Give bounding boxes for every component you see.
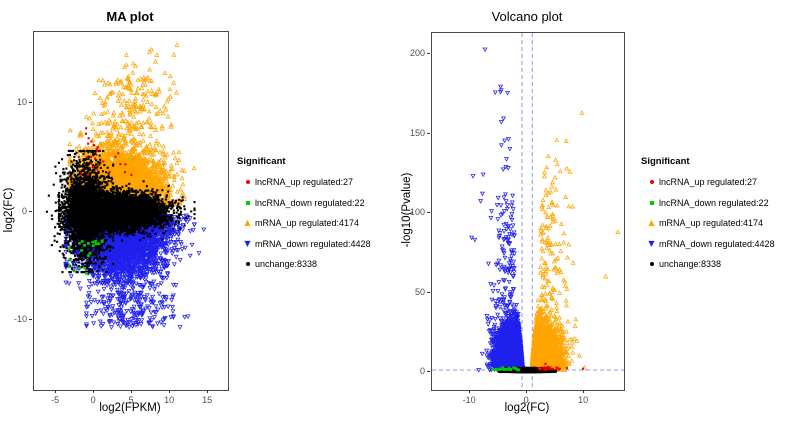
x-tick-mark	[93, 390, 95, 393]
legend-item: unchange:8338	[646, 254, 721, 274]
legend-marker-triangle: ▲	[648, 218, 655, 227]
y-tick-mark	[427, 212, 430, 214]
volcano-plot-title: Volcano plot	[491, 9, 563, 24]
volcano-plot-panel	[431, 32, 625, 391]
legend-item: lncRNA_down regulated:22	[242, 193, 365, 213]
ma-plot-panel	[33, 31, 229, 391]
legend-item: ▲ mRNA_up regulated:4174	[646, 213, 763, 233]
y-tick-mark	[29, 210, 32, 212]
x-tick-label: 10	[164, 395, 175, 405]
legend-marker-square	[649, 200, 654, 205]
legend-marker-square	[245, 200, 250, 205]
x-tick-mark	[469, 390, 471, 393]
legend-item-label: mRNA_down regulated:4428	[659, 238, 775, 249]
legend-item: ▲ mRNA_up regulated:4174	[242, 213, 359, 233]
y-tick-label: 100	[409, 207, 425, 218]
x-tick-mark	[583, 390, 585, 393]
x-tick-mark	[207, 390, 209, 393]
x-tick-mark	[169, 390, 171, 393]
legend-item-label: lncRNA_down regulated:22	[659, 197, 769, 208]
square-icon	[242, 200, 253, 205]
legend-item-label: mRNA_up regulated:4174	[659, 218, 764, 228]
legend-marker-dot	[245, 262, 250, 266]
ma-legend-title: Significant	[237, 156, 286, 167]
x-tick-label: -5	[51, 395, 60, 405]
legend-item: unchange:8338	[242, 254, 317, 274]
circle-icon	[646, 262, 657, 266]
x-tick-mark	[55, 390, 57, 393]
legend-item-label: lncRNA_up regulated:27	[659, 177, 758, 187]
y-tick-label: 150	[409, 127, 425, 138]
y-tick-mark	[427, 132, 430, 134]
volcano-legend-title: Significant	[641, 156, 690, 167]
legend-item: lncRNA_up regulated:27	[242, 172, 353, 192]
x-tick-label: 5	[128, 395, 134, 405]
legend-item: ▼ mRNA_down regulated:4428	[646, 234, 775, 254]
legend-marker-dot	[245, 180, 250, 184]
volcano-scatter-canvas	[432, 33, 624, 390]
y-tick-mark	[427, 371, 430, 372]
legend-item: lncRNA_up regulated:27	[646, 172, 757, 192]
x-tick-mark	[526, 390, 528, 393]
y-tick-label: -10	[13, 313, 27, 324]
circle-icon	[646, 180, 657, 184]
x-tick-label: 15	[202, 395, 213, 405]
legend-marker-dot	[649, 180, 654, 184]
legend-marker-dot	[649, 262, 654, 266]
y-tick-mark	[427, 291, 430, 293]
ma-scatter-canvas	[34, 32, 228, 390]
triangle-down-icon: ▼	[242, 238, 253, 248]
y-tick-label: 50	[414, 286, 425, 297]
legend-item: lncRNA_down regulated:22	[646, 193, 769, 213]
legend-item-label: unchange:8338	[255, 259, 318, 269]
ma-plot-title: MA plot	[106, 9, 154, 24]
legend-marker-triangle: ▼	[244, 238, 251, 248]
circle-icon	[242, 262, 253, 266]
x-tick-label: 0	[90, 395, 96, 405]
legend-marker-triangle: ▲	[244, 218, 251, 227]
x-tick-label: -10	[462, 395, 476, 405]
triangle-down-icon: ▼	[646, 238, 657, 248]
circle-icon	[242, 180, 253, 184]
square-icon	[646, 200, 657, 205]
legend-marker-triangle: ▼	[648, 238, 655, 248]
triangle-up-icon: ▲	[646, 219, 657, 227]
y-tick-mark	[29, 318, 32, 320]
x-tick-mark	[131, 390, 133, 393]
legend-item-label: unchange:8338	[659, 259, 722, 269]
y-tick-label: 0	[21, 205, 27, 216]
legend-item-label: lncRNA_up regulated:27	[255, 177, 354, 187]
volcano-x-axis-label: log2(FC)	[504, 402, 550, 414]
triangle-up-icon: ▲	[242, 219, 253, 227]
x-tick-label: 10	[578, 395, 589, 405]
legend-item-label: lncRNA_down regulated:22	[255, 197, 365, 208]
legend-item-label: mRNA_up regulated:4174	[255, 218, 360, 228]
y-tick-mark	[29, 102, 32, 104]
y-tick-mark	[427, 53, 430, 55]
y-tick-label: 0	[419, 366, 425, 376]
y-tick-label: 10	[16, 97, 27, 108]
x-tick-label: 0	[523, 395, 529, 405]
ma-x-axis-label: log2(FPKM)	[99, 402, 161, 414]
legend-item-label: mRNA_down regulated:4428	[255, 238, 371, 249]
legend-item: ▼ mRNA_down regulated:4428	[242, 234, 371, 254]
y-tick-label: 200	[409, 48, 425, 59]
